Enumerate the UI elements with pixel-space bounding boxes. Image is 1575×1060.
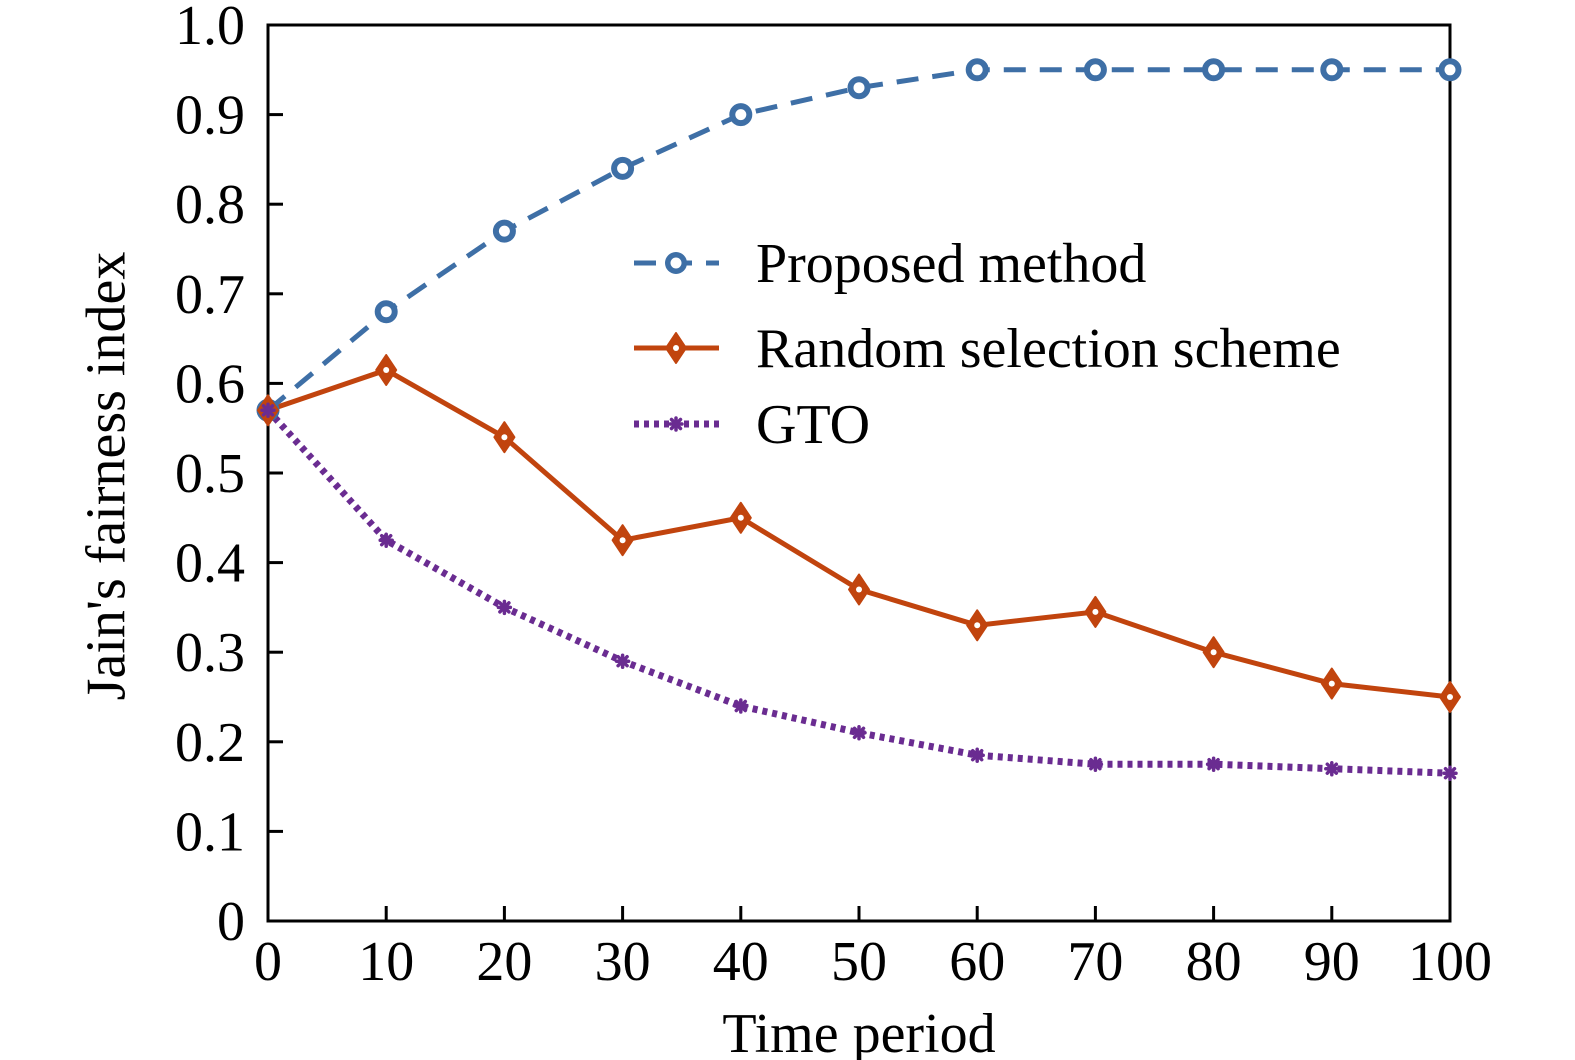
svg-text:60: 60 <box>949 931 1005 993</box>
svg-text:80: 80 <box>1186 931 1242 993</box>
svg-text:100: 100 <box>1408 931 1492 993</box>
svg-text:0.1: 0.1 <box>175 801 245 863</box>
svg-text:0: 0 <box>217 891 245 953</box>
svg-text:1.0: 1.0 <box>175 0 245 57</box>
svg-text:40: 40 <box>713 931 769 993</box>
svg-text:0.6: 0.6 <box>175 353 245 415</box>
svg-text:0.4: 0.4 <box>175 533 245 595</box>
svg-text:0.9: 0.9 <box>175 85 245 147</box>
svg-text:90: 90 <box>1304 931 1360 993</box>
svg-text:GTO: GTO <box>756 394 870 456</box>
svg-text:0.3: 0.3 <box>175 622 245 684</box>
svg-text:20: 20 <box>476 931 532 993</box>
svg-text:Time period: Time period <box>722 1003 995 1060</box>
svg-text:Proposed method: Proposed method <box>756 233 1146 295</box>
svg-text:10: 10 <box>358 931 414 993</box>
svg-text:0.2: 0.2 <box>175 712 245 774</box>
svg-text:0.7: 0.7 <box>175 264 245 326</box>
svg-text:Random selection scheme: Random selection scheme <box>756 318 1341 380</box>
svg-text:0: 0 <box>254 931 282 993</box>
svg-text:30: 30 <box>595 931 651 993</box>
svg-text:0.8: 0.8 <box>175 174 245 236</box>
svg-text:70: 70 <box>1067 931 1123 993</box>
svg-text:Jain's fairness index: Jain's fairness index <box>76 252 138 701</box>
svg-text:0.5: 0.5 <box>175 443 245 505</box>
svg-text:50: 50 <box>831 931 887 993</box>
